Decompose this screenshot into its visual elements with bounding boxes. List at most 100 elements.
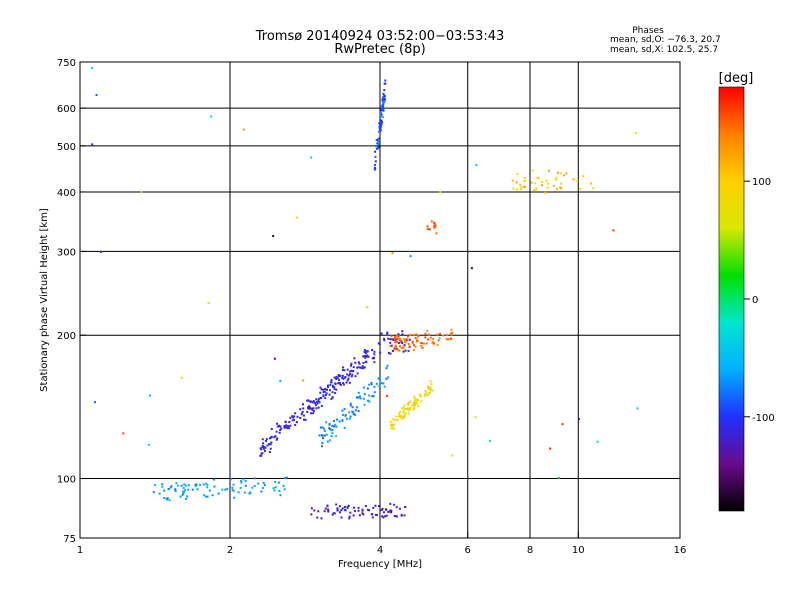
chart-title: Tromsø 20140924 03:52:00−03:53:43	[255, 29, 505, 44]
data-point	[287, 425, 290, 428]
data-point	[396, 348, 399, 351]
data-point	[379, 112, 382, 115]
data-point	[331, 424, 334, 427]
data-point	[273, 436, 276, 439]
data-point	[394, 341, 397, 344]
data-point	[357, 366, 360, 369]
data-point	[407, 349, 410, 352]
data-point	[433, 226, 436, 229]
data-point	[176, 484, 179, 487]
data-point	[331, 429, 334, 432]
data-point	[576, 180, 579, 183]
data-point	[253, 477, 256, 480]
data-point	[338, 420, 341, 423]
data-point	[204, 482, 207, 485]
data-point	[348, 373, 351, 376]
data-point	[382, 92, 385, 95]
data-point	[411, 341, 414, 344]
data-point	[356, 372, 359, 375]
data-point	[357, 391, 360, 394]
data-point	[434, 224, 437, 227]
data-point	[523, 180, 526, 183]
data-point	[534, 189, 537, 192]
data-point	[310, 507, 313, 510]
data-point	[205, 495, 208, 498]
data-point	[426, 393, 429, 396]
data-point	[100, 250, 103, 253]
data-point	[166, 498, 169, 501]
data-point	[442, 334, 445, 337]
data-point	[381, 107, 384, 110]
data-point	[421, 342, 424, 345]
data-point	[91, 67, 94, 70]
data-point	[328, 393, 331, 396]
data-point	[421, 346, 424, 349]
data-point	[259, 447, 262, 450]
data-point	[338, 382, 341, 385]
x-tick-label: 1	[77, 545, 83, 556]
data-point	[406, 335, 409, 338]
data-point	[384, 515, 387, 518]
data-point	[370, 381, 373, 384]
data-point	[383, 95, 386, 98]
data-point	[253, 485, 256, 488]
data-point	[277, 481, 280, 484]
data-point	[382, 102, 385, 105]
data-point	[357, 506, 360, 509]
data-point	[371, 516, 374, 519]
data-point	[563, 174, 566, 177]
data-point	[531, 169, 534, 172]
data-point	[395, 340, 398, 343]
data-point	[331, 384, 334, 387]
x-tick-label: 10	[572, 545, 585, 556]
data-point	[387, 337, 390, 340]
data-point	[283, 477, 286, 480]
data-point	[375, 138, 378, 141]
data-point	[432, 338, 435, 341]
data-point	[336, 377, 339, 380]
data-point	[400, 514, 403, 517]
data-point	[320, 388, 323, 391]
data-point	[559, 186, 562, 189]
data-point	[512, 187, 515, 190]
data-point	[279, 494, 282, 497]
data-point	[260, 454, 263, 457]
data-point	[344, 509, 347, 512]
data-point	[263, 484, 266, 487]
data-point	[389, 345, 392, 348]
data-point	[302, 407, 305, 410]
data-point	[310, 156, 313, 159]
data-point	[559, 172, 562, 175]
data-point	[294, 412, 297, 415]
data-point	[380, 509, 383, 512]
data-point	[334, 392, 337, 395]
data-point	[276, 437, 279, 440]
colorbar-ticks: 100 0 -100	[744, 177, 775, 424]
data-point	[327, 508, 330, 511]
data-point	[367, 355, 370, 358]
data-point	[182, 487, 185, 490]
data-point	[446, 333, 449, 336]
data-point	[337, 374, 340, 377]
data-point	[379, 114, 382, 117]
data-point	[291, 419, 294, 422]
data-point	[383, 97, 386, 100]
data-point	[351, 373, 354, 376]
data-point	[313, 509, 316, 512]
data-point	[323, 434, 326, 437]
data-point	[413, 401, 416, 404]
data-point	[333, 512, 336, 515]
data-point	[167, 488, 170, 491]
data-point	[413, 407, 416, 410]
data-point	[341, 507, 344, 510]
data-point	[393, 423, 396, 426]
data-point	[330, 381, 333, 384]
data-point	[385, 367, 388, 370]
data-point	[335, 378, 338, 381]
data-point	[382, 104, 385, 107]
data-point	[283, 426, 286, 429]
data-point	[373, 350, 376, 353]
data-point	[347, 504, 350, 507]
data-point	[346, 417, 349, 420]
data-point	[321, 445, 324, 448]
